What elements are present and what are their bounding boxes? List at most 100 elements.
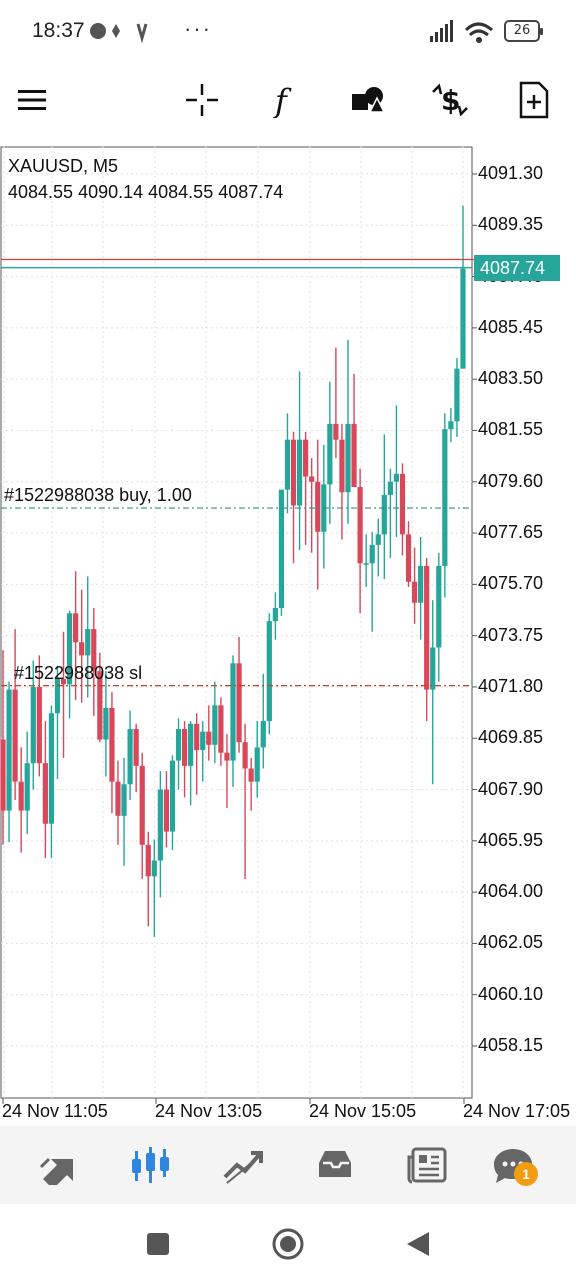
y-tick-label: 4089.35 [478, 214, 544, 235]
candle-body [97, 671, 103, 740]
y-tick-label: 4075.70 [478, 573, 544, 594]
nav-chart[interactable] [126, 1140, 176, 1190]
candle-body [236, 663, 242, 743]
candle-body [73, 613, 79, 643]
candle-body [163, 789, 170, 832]
history-icon [319, 1151, 351, 1177]
candle-body [272, 608, 278, 622]
chart-ohlc: 4084.55 4090.14 4084.55 4087.74 [8, 182, 284, 202]
candle-body [375, 534, 381, 545]
nav-news[interactable] [402, 1140, 452, 1190]
candle-body [42, 763, 48, 824]
y-tick-label: 4083.50 [478, 368, 544, 389]
quotes-icon [39, 1157, 73, 1185]
price-chart[interactable]: XAUUSD, M5 4084.55 4090.14 4084.55 4087.… [0, 146, 576, 1126]
candle-body [151, 860, 157, 877]
y-tick-label: 4081.55 [478, 419, 544, 440]
candle-body [18, 781, 24, 811]
candle-body [12, 689, 18, 782]
y-tick-label: 4062.05 [478, 932, 544, 953]
candle-body [399, 473, 406, 535]
y-tick-label: 4079.60 [478, 470, 544, 491]
candle-body [418, 565, 424, 603]
y-tick-label: 4065.95 [478, 829, 544, 850]
candle-body [133, 729, 139, 766]
candle-body [315, 481, 321, 532]
svg-text:f: f [273, 82, 292, 118]
candle-body [278, 489, 285, 609]
home-button[interactable] [270, 1226, 306, 1262]
menu-button[interactable] [10, 78, 54, 122]
status-bar: 18:37 ··· 26 [0, 0, 576, 62]
candle-body [339, 439, 345, 493]
messages-badge: 1 [514, 1162, 538, 1186]
currency-icon: $ [432, 83, 468, 117]
candle-body [411, 581, 418, 603]
y-tick-label: 4058.15 [478, 1035, 544, 1055]
candle-body [145, 844, 151, 877]
recents-button[interactable] [140, 1226, 176, 1262]
nav-history[interactable] [310, 1140, 360, 1190]
objects-button[interactable] [346, 78, 390, 122]
crosshair-button[interactable] [180, 78, 224, 122]
candle-body [454, 368, 460, 422]
y-tick-label: 4071.80 [478, 675, 544, 696]
candle-body [121, 784, 127, 816]
new-order-icon [519, 81, 549, 119]
chart-icon [132, 1147, 169, 1183]
indicators-button[interactable]: f [264, 78, 308, 122]
currency-button[interactable]: $ [428, 78, 472, 122]
signal-wifi-icons [430, 20, 493, 43]
candle-body [460, 268, 466, 369]
candle-body [345, 423, 351, 493]
candle-body [224, 752, 230, 761]
candle-body [448, 421, 454, 430]
y-tick-label: 4085.45 [478, 316, 544, 337]
candle-body [139, 765, 145, 845]
candle-body [109, 707, 115, 782]
x-tick-label: 24 Nov 11:05 [2, 1101, 108, 1121]
y-tick-label: 4077.65 [478, 522, 544, 543]
candle-body [169, 760, 176, 832]
candle-body [393, 473, 400, 482]
current-price-tag: 4087.74 [474, 254, 560, 281]
chart-symbol: XAUUSD, M5 [8, 156, 119, 176]
back-button[interactable] [400, 1226, 436, 1262]
status-time: 18:37 [32, 19, 85, 42]
candle-body [24, 763, 30, 811]
svg-text:$: $ [441, 84, 460, 117]
candle-body [127, 729, 133, 785]
chart-canvas[interactable] [0, 146, 576, 1126]
x-tick-label: 24 Nov 13:05 [155, 1101, 263, 1121]
news-icon [407, 1147, 447, 1184]
plot-frame [0, 146, 473, 1099]
candle-body [430, 647, 436, 690]
candle-body [6, 689, 12, 811]
candle-body [248, 768, 254, 782]
candle-body [175, 729, 182, 761]
candle-body [351, 423, 357, 488]
notification-app-icons [90, 23, 148, 44]
new-order-button[interactable] [512, 78, 556, 122]
system-navigation [0, 1204, 576, 1280]
bottom-navigation [0, 1126, 576, 1204]
x-tick-label: 24 Nov 15:05 [309, 1101, 417, 1121]
nav-quotes[interactable] [34, 1140, 84, 1190]
candle-body [0, 739, 6, 811]
nav-trade[interactable] [218, 1140, 268, 1190]
candle-body [369, 544, 375, 564]
buy-order-label[interactable]: #1522988038 buy, 1.00 [4, 485, 192, 506]
candle-body [230, 663, 236, 761]
candle-body [91, 629, 97, 672]
candle-body [79, 642, 85, 656]
candle-body [442, 429, 448, 566]
candle-body [387, 481, 393, 495]
sl-order-label[interactable]: #1522988038 sl [14, 662, 143, 683]
objects-icon [352, 87, 386, 113]
candle-body [284, 439, 291, 490]
candle-body [436, 565, 442, 648]
candle-body [254, 747, 260, 782]
battery-icon: 26 [504, 20, 543, 42]
candle-body [327, 423, 333, 485]
candle-body [103, 707, 109, 740]
